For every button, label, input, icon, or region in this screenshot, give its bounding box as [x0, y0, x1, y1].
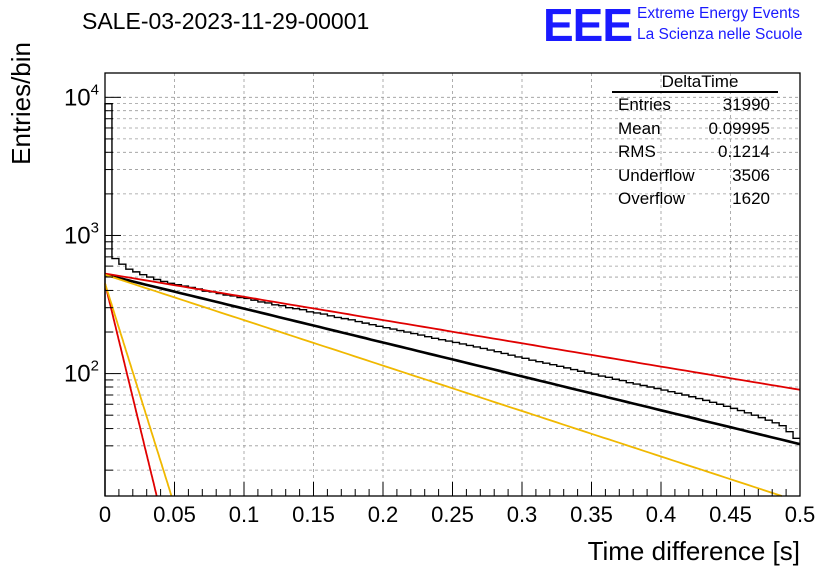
stats-value: 0.09995: [708, 118, 770, 138]
stats-value: 3506: [732, 165, 770, 185]
stats-row-underflow: Underflow 3506: [612, 164, 778, 188]
y-tick-exponent: 2: [91, 358, 99, 375]
y-tick-base: 10: [64, 361, 91, 388]
x-axis-label: Time difference [s]: [588, 536, 800, 566]
x-tick-label: 0.5: [785, 502, 816, 527]
x-tick-label: 0.2: [368, 502, 399, 527]
x-tick-label: 0.1: [229, 502, 260, 527]
y-tick-label: 103: [64, 219, 99, 249]
x-tick-label: 0.05: [153, 502, 196, 527]
stats-value: 0.1214: [718, 142, 770, 161]
fit-curves: [104, 272, 801, 497]
stats-row-entries: Entries 31990: [612, 93, 778, 117]
axis-ticks: [104, 96, 801, 496]
fit-curve-0: [104, 273, 801, 446]
logo-caption-line1: Extreme Energy Events: [637, 5, 800, 22]
logo-caption-line2: La Scienza nelle Scuole: [637, 26, 803, 43]
stats-value: 31990: [722, 95, 770, 114]
stats-row-mean: Mean 0.09995: [612, 117, 778, 141]
stats-row-rms: RMS 0.1214: [612, 140, 778, 164]
x-tick-label: 0.25: [431, 502, 474, 527]
y-tick-exponent: 4: [91, 81, 99, 98]
histogram: [104, 102, 800, 496]
y-tick-label: 102: [64, 358, 99, 388]
stats-label: Entries: [618, 95, 671, 114]
y-axis-label: Entries/bin: [6, 42, 36, 165]
stats-label: Overflow: [618, 189, 686, 208]
y-tick-base: 10: [64, 222, 91, 249]
x-tick-label: 0.35: [570, 502, 613, 527]
x-tick-label: 0.4: [646, 502, 677, 527]
x-tick-label: 0.45: [709, 502, 752, 527]
stats-label: Mean: [618, 118, 661, 138]
grid: [105, 73, 800, 496]
stats-title: DeltaTime: [612, 72, 778, 93]
x-tick-label: 0: [99, 502, 111, 527]
stats-box: DeltaTime Entries 31990 Mean 0.09995 RMS…: [612, 72, 778, 211]
x-tick-label: 0.3: [507, 502, 538, 527]
stats-row-overflow: Overflow 1620: [612, 187, 778, 211]
fit-curve-3: [104, 283, 158, 497]
fit-curve-4: [104, 283, 173, 497]
y-tick-base: 10: [64, 84, 91, 111]
y-tick-exponent: 3: [91, 219, 99, 236]
x-tick-labels: 0 0.05 0.1 0.15 0.2 0.25 0.3 0.35 0.4 0.45 0.5: [99, 502, 815, 527]
x-tick-label: 0.15: [292, 502, 335, 527]
eee-logo: EEE: [543, 0, 633, 51]
fit-curve-1: [104, 272, 801, 391]
chart-title: SALE-03-2023-11-29-00001: [82, 8, 370, 34]
stats-value: 1620: [732, 189, 770, 208]
stats-label: Underflow: [618, 165, 695, 185]
y-tick-label: 104: [64, 81, 99, 111]
logo-caption: Extreme Energy Events La Scienza nelle S…: [637, 3, 802, 45]
stats-label: RMS: [618, 142, 656, 161]
fit-curve-2: [104, 273, 783, 497]
histogram-outline: [104, 102, 800, 496]
